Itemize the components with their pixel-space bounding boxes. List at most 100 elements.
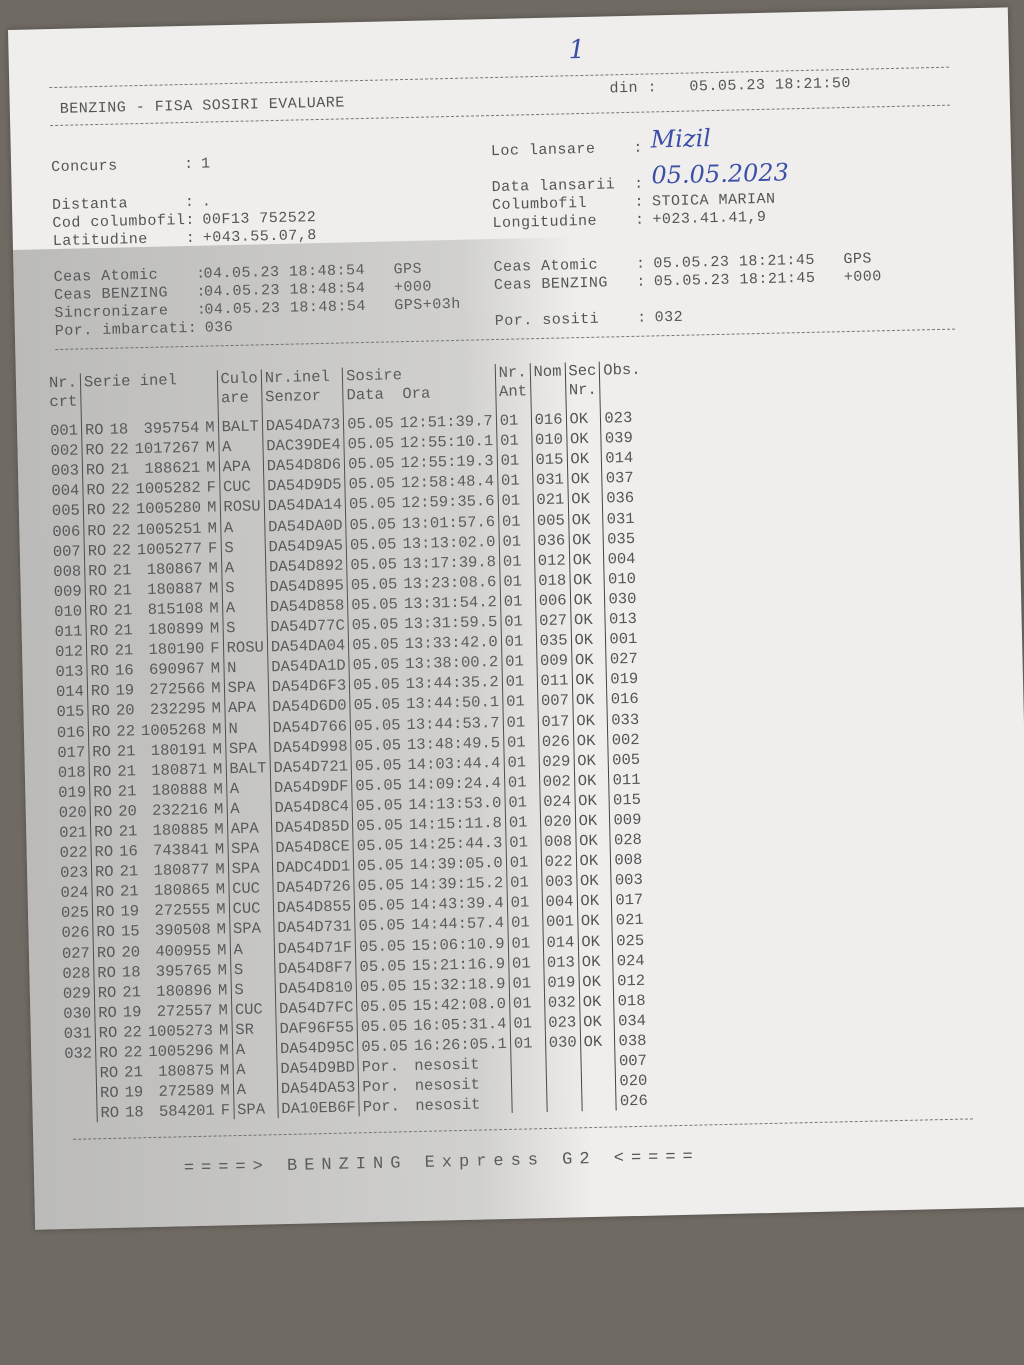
clocks_left-label: Sincronizare : (54, 301, 207, 323)
cell-sec: OK (578, 950, 614, 971)
cell-ring-number: 272566 (149, 680, 206, 700)
info_left-value: 00F13 752522 (202, 209, 317, 229)
cell-nom (545, 1071, 582, 1093)
cell-ant: 01 (498, 509, 534, 531)
cell-sec: OK (576, 889, 613, 911)
cell-sex: M (206, 498, 217, 518)
cell-obs: 035 (603, 527, 648, 549)
cell-country: RO (89, 780, 116, 802)
cell-nom: 001 (542, 910, 578, 932)
cell-obs: 028 (610, 828, 655, 850)
cell-nom: 023 (544, 1011, 580, 1032)
cell-nom: 004 (541, 890, 578, 912)
cell-nom: 019 (543, 970, 579, 992)
clocks_right-value: 032 (654, 308, 684, 327)
cell-nr-crt (62, 1102, 97, 1123)
clocks_right-label: Ceas BENZING : (493, 273, 647, 295)
cell-ring-number: 1005280 (135, 499, 202, 519)
cell-ant: 01 (507, 911, 543, 933)
cell-color: A (226, 797, 272, 819)
cell-sex: M (213, 800, 224, 819)
cell-year: 15 (120, 922, 140, 942)
cell-country: RO (94, 1001, 121, 1023)
cell-sex: M (217, 980, 228, 1000)
cell-obs: 001 (605, 627, 650, 649)
cell-color: A (220, 515, 265, 537)
cell-country: RO (89, 760, 115, 782)
cell-nr-crt: 012 (54, 642, 84, 662)
cell-ant: 01 (498, 529, 535, 551)
cell-obs: 012 (613, 969, 658, 991)
info_right-label: Loc lansare : (490, 139, 644, 161)
clocks_left-label: Por. imbarcati: (54, 319, 198, 341)
cell-nom: 030 (545, 1031, 581, 1053)
cell-nom: 015 (531, 448, 568, 470)
cell-sex: M (205, 438, 216, 457)
cell-sensor-ring: DA54D9DF (270, 775, 353, 798)
info_left-value: +043.55.07,8 (202, 227, 317, 247)
cell-sec: OK (577, 929, 613, 951)
cell-sex: M (208, 579, 219, 598)
cell-year: 20 (118, 802, 138, 821)
cell-sex: M (213, 780, 224, 799)
cell-sex: M (218, 1021, 229, 1040)
cell-country: RO (85, 599, 111, 621)
cell-date: 05.05 (343, 412, 397, 434)
cell-sec: OK (571, 668, 608, 690)
cell-date: 05.05 (352, 793, 406, 816)
cell-sensor-ring: DA54DA04 (267, 634, 349, 657)
cell-time: 13:23:08.6 (403, 572, 497, 594)
cell-obs: 030 (604, 587, 649, 609)
cell-year: 22 (116, 721, 136, 741)
cell-sensor-ring: DA54D71F (273, 935, 356, 958)
cell-ring-number: 395754 (143, 418, 200, 439)
cell-nom: 009 (536, 649, 572, 671)
cell-ant: 01 (510, 1031, 546, 1053)
cell-obs: 008 (610, 848, 655, 870)
info_right-value: 05.05.2023 (651, 158, 790, 190)
cell-sex: F (210, 639, 220, 658)
cell-country: RO (87, 680, 113, 701)
cell-nr-crt: 003 (50, 461, 80, 481)
cell-ant: 01 (509, 1011, 546, 1033)
cell-ring-number: 1005277 (136, 539, 203, 559)
cell-ant: 01 (497, 469, 533, 491)
cell-year: 21 (119, 882, 139, 901)
cell-obs: 031 (602, 507, 648, 529)
cell-sex: M (209, 619, 220, 638)
cell-ring-number: 232295 (149, 700, 206, 720)
cell-year: 19 (120, 902, 140, 922)
cell-year: 22 (123, 1043, 143, 1062)
cell-ring-number: 180899 (147, 619, 205, 640)
cell-time: 13:31:59.5 (404, 613, 498, 634)
cell-nom: 027 (535, 609, 571, 631)
report-title: BENZING - FISA SOSIRI EVALUARE (59, 94, 345, 118)
cell-sensor-ring: DA54D77C (266, 614, 349, 637)
cell-date: 05.05 (353, 854, 407, 876)
cell-date: Por. (358, 1055, 412, 1077)
cell-date: 05.05 (348, 653, 403, 675)
cell-sex: M (214, 820, 224, 839)
cell-ant: 01 (495, 409, 532, 431)
cell-ring-number: 690967 (148, 659, 206, 680)
report-date-label: din : (609, 79, 658, 98)
col-nom: Nom (529, 362, 566, 410)
cell-nom: 020 (539, 810, 576, 832)
info_right-label: Longitudine : (492, 211, 645, 233)
cell-ring-number: 1005296 (148, 1041, 214, 1062)
cell-nom (545, 1051, 581, 1073)
cell-ant: 01 (502, 690, 538, 712)
cell-time: nesosit (414, 1075, 481, 1096)
cell-ring-number: 180871 (151, 760, 208, 780)
cell-nr-crt: 022 (59, 843, 88, 863)
cell-sensor-ring: DA54D895 (265, 574, 348, 597)
cell-year: 22 (111, 500, 131, 520)
cell-ant: 01 (499, 549, 535, 571)
cell-sec: OK (578, 990, 615, 1012)
cell-ant: 01 (496, 429, 532, 451)
cell-sec: OK (579, 1030, 616, 1052)
cell-date: 05.05 (349, 673, 403, 695)
cell-color: A (232, 1078, 278, 1100)
cell-date: Por. (358, 1095, 413, 1117)
cell-country: RO (95, 1041, 121, 1063)
